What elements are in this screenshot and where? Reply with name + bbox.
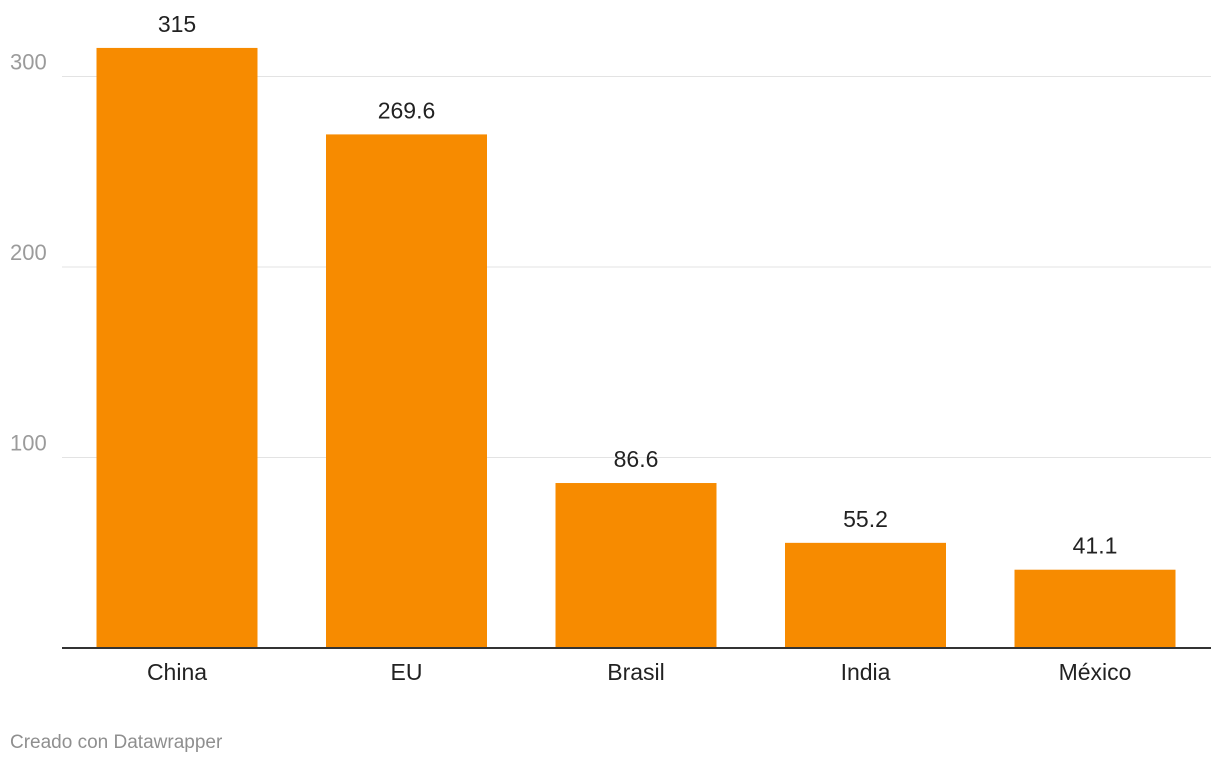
category-labels: China EU Brasil India México (147, 659, 1131, 685)
y-tick-label: 100 (10, 431, 47, 456)
category-label: India (841, 659, 891, 685)
bars: 315 269.6 86.6 55.2 41.1 (96, 11, 1176, 649)
y-tick-label: 200 (10, 240, 47, 265)
bar-value-label: 41.1 (1073, 533, 1118, 559)
bar-2 (555, 483, 717, 648)
category-label: EU (391, 659, 423, 685)
bar-chart: 100 200 300 315 269.6 86.6 55.2 41.1 China EU Br… (10, 11, 1211, 685)
bar-0 (96, 47, 258, 649)
bar-value-label: 55.2 (843, 506, 888, 532)
category-label: China (147, 659, 207, 685)
chart-credit: Creado con Datawrapper (10, 732, 223, 753)
bar-value-label: 315 (158, 11, 196, 37)
bar-3 (785, 542, 946, 648)
bar-4 (1014, 569, 1176, 648)
category-label: México (1059, 659, 1132, 685)
bar-value-label: 86.6 (614, 446, 659, 472)
y-tick-label: 300 (10, 50, 47, 75)
category-label: Brasil (607, 659, 665, 685)
bar-value-label: 269.6 (378, 97, 436, 123)
bar-1 (326, 134, 487, 649)
